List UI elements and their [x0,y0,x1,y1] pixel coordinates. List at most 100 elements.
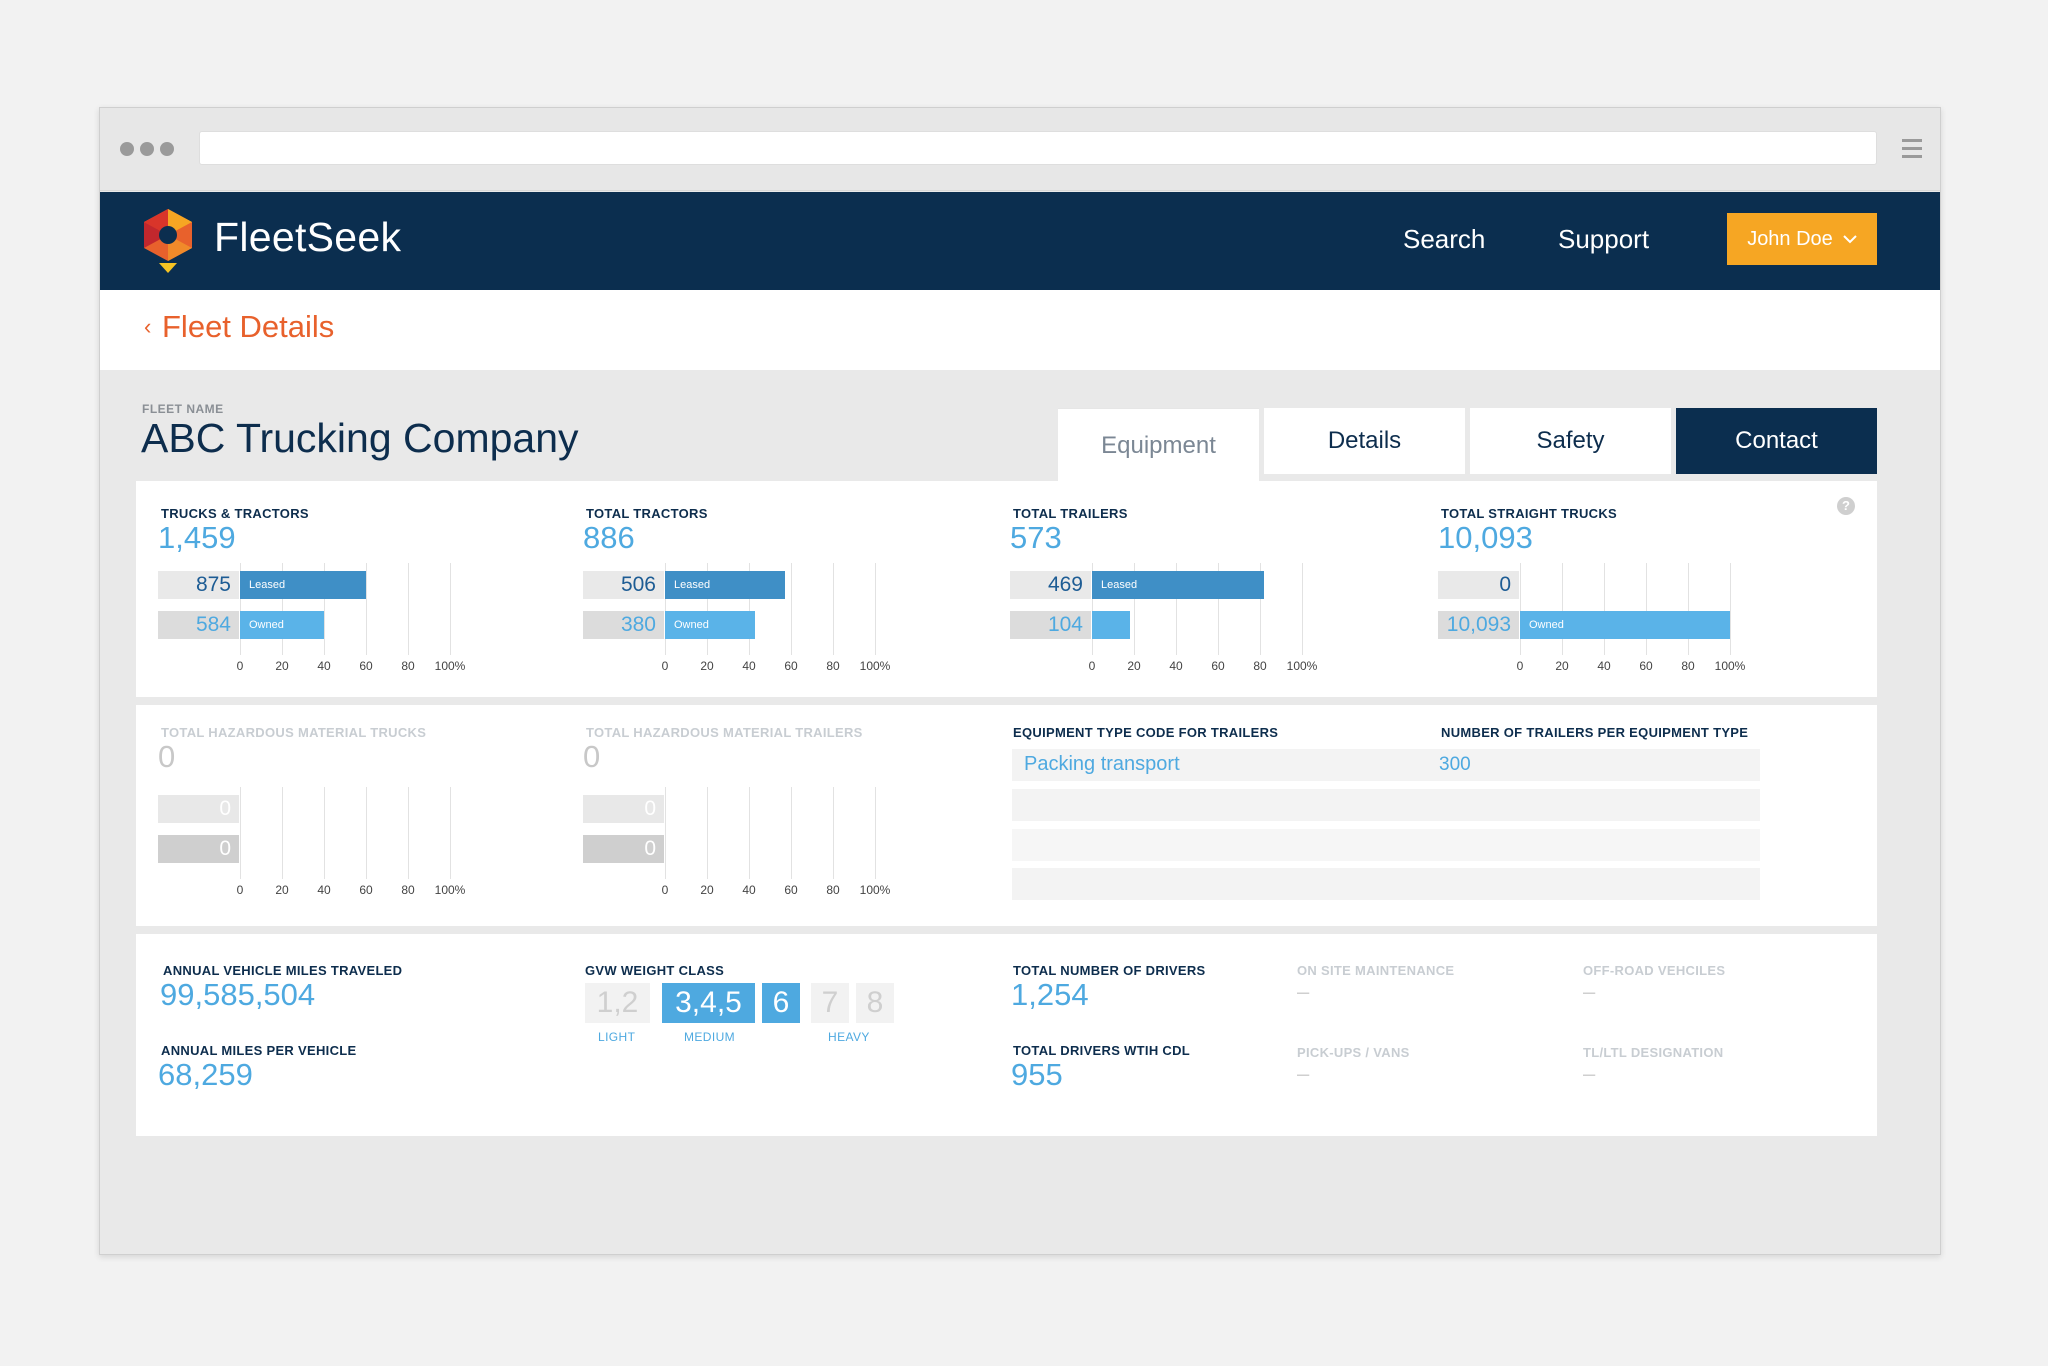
gridline [408,787,409,879]
tick-label: 0 [661,883,669,897]
brand-name[interactable]: FleetSeek [214,214,402,260]
bar-chart: 0 20 40 60 80 100% 506 Leased 380 Owned [583,563,903,675]
leased-bar: Leased [240,571,366,599]
stat-value: 0 [158,739,176,774]
gvw-class-3-4-5: 3,4,5 [662,983,755,1023]
gvw-class-6: 6 [762,983,800,1023]
owned-bar [1092,611,1130,639]
stat-value: 573 [1010,520,1062,555]
tick-label: 0 [236,883,244,897]
tick-label: 80 [826,659,840,673]
tab-safety[interactable]: Safety [1470,408,1671,474]
gridline [324,787,325,879]
tab-details[interactable]: Details [1264,408,1465,474]
top-navbar: FleetSeek Search Support John Doe [100,192,1940,290]
stat-value: 886 [583,520,635,555]
tick-label: 40 [742,883,756,897]
bar-count-label: 469 [1010,571,1091,599]
stat-label: TOTAL TRAILERS [1013,506,1128,521]
operations-panel: ANNUAL VEHICLE MILES TRAVELED 99,585,504… [136,934,1877,1136]
pickups-vans-value: – [1297,1061,1310,1086]
gridline [833,563,834,655]
table-row [1012,829,1760,861]
tick-label: 100% [1714,659,1746,673]
table-row [1012,868,1760,900]
back-chevron-icon[interactable]: ‹ [144,314,152,339]
tick-label: 100% [1286,659,1318,673]
gridline [707,787,708,879]
gridline [366,787,367,879]
tab-contact[interactable]: Contact [1676,408,1877,474]
bar-count-label: 875 [158,571,239,599]
nav-search-link[interactable]: Search [1403,224,1486,254]
tl-ltl-label: TL/LTL DESIGNATION [1583,1045,1724,1060]
breadcrumb-link[interactable]: Fleet Details [162,309,335,344]
offroad-vehicles-value: – [1583,979,1596,1004]
gridline [1562,563,1563,655]
bar-count-label: 380 [583,611,664,639]
equipment-code-header: EQUIPMENT TYPE CODE FOR TRAILERS [1013,725,1279,740]
gridline [833,787,834,879]
gvw-class-1-2: 1,2 [585,983,650,1023]
gridline [665,787,666,879]
table-row[interactable]: Packing transport 300 [1012,749,1760,781]
hazmat-equipment-panel: TOTAL HAZARDOUS MATERIAL TRUCKS 0 0 20 40 6… [136,705,1877,926]
fleetseek-logo-icon[interactable] [140,207,196,273]
leased-bar: Leased [665,571,785,599]
tick-label: 100% [859,659,891,673]
equipment-count-header: NUMBER OF TRAILERS PER EQUIPMENT TYPE [1441,725,1749,740]
bar-count-label: 104 [1010,611,1091,639]
help-icon[interactable]: ? [1837,497,1855,515]
gridline [1176,563,1177,655]
tick-label: 20 [1555,659,1569,673]
tick-label: 0 [1516,659,1524,673]
tick-label: 20 [700,883,714,897]
offroad-vehicles-label: OFF-ROAD VEHCILES [1583,963,1726,978]
bar-count-label: 0 [158,835,239,863]
gridline [240,563,241,655]
tick-label: 100% [434,883,466,897]
tick-label: 20 [275,883,289,897]
gridline [450,563,451,655]
window-controls[interactable] [120,142,174,156]
user-name: John Doe [1747,227,1833,250]
gvw-caption-light: LIGHT [598,1030,636,1044]
user-menu-button[interactable]: John Doe [1727,213,1877,265]
breadcrumb-bar: ‹ Fleet Details [100,290,1940,370]
address-bar[interactable] [199,131,1877,165]
gridline [1646,563,1647,655]
bar-chart: 0 20 40 60 80 100% 875 Leased 584 Owned [158,563,478,675]
browser-menu-icon[interactable] [1902,139,1922,163]
gridline [1134,563,1135,655]
gridline [1520,563,1521,655]
onsite-maintenance-label: ON SITE MAINTENANCE [1297,963,1455,978]
tick-label: 0 [1088,659,1096,673]
owned-bar: Owned [665,611,756,639]
equipment-summary-panel: ? TRUCKS & TRACTORS 1,459 0 20 40 60 80 100% 8… [136,481,1877,697]
cdl-drivers-label: TOTAL DRIVERS WTIH CDL [1013,1043,1191,1058]
tick-label: 60 [1211,659,1225,673]
miles-per-vehicle-value: 68,259 [158,1057,253,1092]
tick-label: 80 [1253,659,1267,673]
tick-label: 20 [275,659,289,673]
annual-miles-label: ANNUAL VEHICLE MILES TRAVELED [163,963,403,978]
gvw-caption-heavy: HEAVY [828,1030,870,1044]
gridline [665,563,666,655]
gridline [1302,563,1303,655]
tick-label: 100% [434,659,466,673]
nav-support-link[interactable]: Support [1558,224,1650,254]
tick-label: 40 [317,883,331,897]
bar-count-label: 10,093 [1438,611,1519,639]
bar-chart: 0 20 40 60 80 100% 0 0 [158,787,478,899]
gridline [1218,563,1219,655]
cdl-drivers-value: 955 [1011,1057,1063,1092]
bar-chart: 0 20 40 60 80 100% 469 Leased 104 [1010,563,1330,675]
owned-bar: Owned [1520,611,1730,639]
tick-label: 40 [1169,659,1183,673]
tick-label: 100% [859,883,891,897]
bar-count-label: 506 [583,571,664,599]
tick-label: 60 [1639,659,1653,673]
tab-equipment[interactable]: Equipment [1058,408,1259,482]
gridline [282,787,283,879]
tick-label: 60 [784,659,798,673]
